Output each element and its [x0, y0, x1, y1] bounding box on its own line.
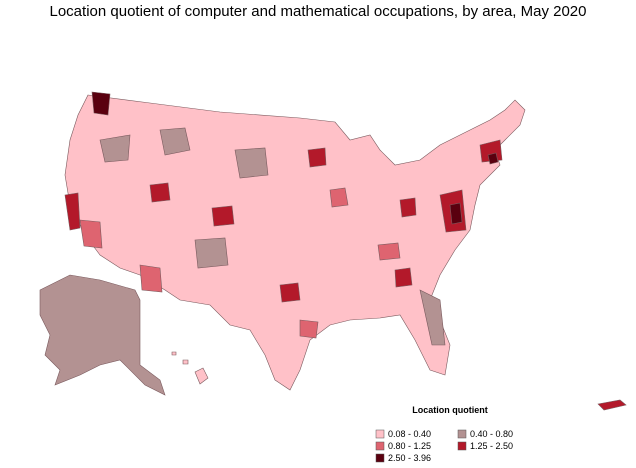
- legend-label: 0.80 - 1.25: [388, 441, 431, 451]
- map-area: [64, 192, 81, 231]
- map-area: [234, 147, 269, 179]
- map-area: [307, 147, 327, 168]
- legend-label: 2.50 - 3.96: [388, 453, 431, 463]
- map-area: [99, 134, 131, 163]
- map-area: [159, 127, 191, 156]
- map-area: [394, 267, 413, 288]
- map-area: [377, 242, 401, 261]
- map-area: [279, 282, 301, 303]
- legend-swatch: [457, 429, 467, 439]
- map-regions: [39, 91, 627, 411]
- legend-label: 1.25 - 2.50: [470, 441, 513, 451]
- puerto-rico: [597, 399, 627, 411]
- alaska: [39, 274, 166, 396]
- legend-label: 0.40 - 0.80: [470, 429, 513, 439]
- map-area: [194, 237, 229, 269]
- legend-swatch: [375, 441, 385, 451]
- legend-swatch: [375, 453, 385, 463]
- legend-swatch: [457, 441, 467, 451]
- map-title: Location quotient of computer and mathem…: [50, 3, 587, 20]
- map-area: [299, 319, 319, 339]
- map-area: [449, 202, 463, 225]
- map-area: [399, 197, 417, 218]
- legend-swatch: [375, 429, 385, 439]
- map-area: [211, 205, 235, 227]
- map-area: [487, 152, 499, 165]
- map-area: [149, 182, 171, 203]
- map-area: [329, 187, 349, 208]
- map-area: [91, 91, 111, 116]
- legend-label: 0.08 - 0.40: [388, 429, 431, 439]
- legend: 0.08 - 0.40 0.40 - 0.80 0.80 - 1.25 1.25 - …: [375, 429, 513, 463]
- map-area: [419, 289, 446, 346]
- map-area: [139, 264, 163, 293]
- map-area: [79, 219, 103, 249]
- hawaii: [171, 351, 209, 385]
- legend-title: Location quotient: [412, 405, 488, 415]
